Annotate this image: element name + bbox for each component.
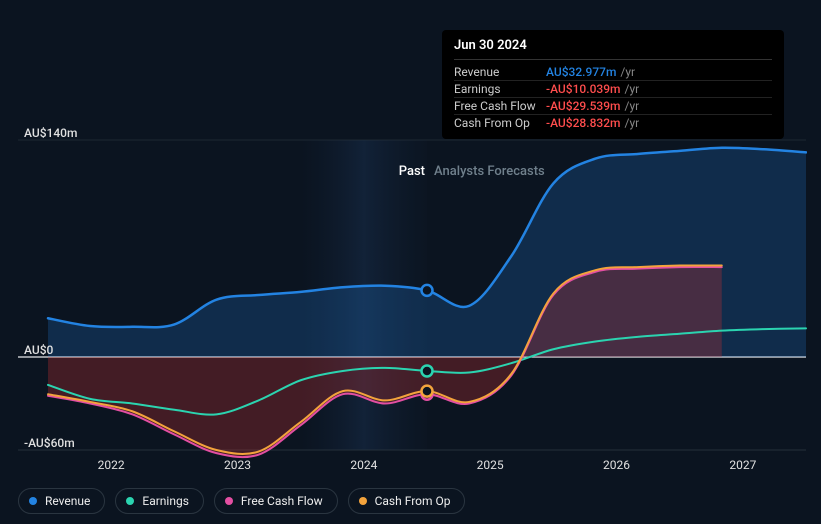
legend-item-revenue[interactable]: Revenue <box>18 488 105 514</box>
tooltip-row: RevenueAU$32.977m/yr <box>454 64 772 81</box>
legend-item-fcf[interactable]: Free Cash Flow <box>214 488 338 514</box>
x-axis-label: 2023 <box>224 458 251 472</box>
tooltip-row-label: Cash From Op <box>454 116 546 130</box>
tooltip-row: Cash From Op-AU$28.832m/yr <box>454 115 772 131</box>
tooltip-row: Free Cash Flow-AU$29.539m/yr <box>454 98 772 115</box>
legend-dot-icon <box>29 497 37 505</box>
legend-dot-icon <box>225 497 233 505</box>
tooltip-row-value: -AU$10.039m <box>546 82 621 96</box>
x-axis-label: 2027 <box>729 458 756 472</box>
x-axis-label: 2022 <box>98 458 125 472</box>
legend-item-label: Earnings <box>142 494 189 508</box>
legend-dot-icon <box>126 497 134 505</box>
y-axis-label: AU$140m <box>24 126 77 140</box>
tooltip-row-unit: /yr <box>625 82 640 96</box>
x-axis-label: 2025 <box>477 458 504 472</box>
y-axis-label: -AU$60m <box>24 436 75 450</box>
legend-item-cfo[interactable]: Cash From Op <box>348 488 466 514</box>
tooltip-row: Earnings-AU$10.039m/yr <box>454 81 772 98</box>
chart-legend: Revenue Earnings Free Cash Flow Cash From O… <box>18 488 465 514</box>
tooltip-row-value: -AU$28.832m <box>546 116 621 130</box>
legend-dot-icon <box>359 497 367 505</box>
legend-item-label: Free Cash Flow <box>241 494 323 508</box>
x-axis-label: 2026 <box>603 458 630 472</box>
financial-chart: Past Analysts Forecasts Jun 30 2024 Reve… <box>18 10 807 514</box>
tooltip-row-value: -AU$29.539m <box>546 99 621 113</box>
tooltip-row-unit: /yr <box>625 116 640 130</box>
tooltip-row-label: Earnings <box>454 82 546 96</box>
y-axis-label: AU$0 <box>24 343 53 357</box>
legend-item-label: Revenue <box>45 494 90 508</box>
forecast-label: Analysts Forecasts <box>434 164 545 179</box>
legend-item-label: Cash From Op <box>375 494 451 508</box>
tooltip-row-unit: /yr <box>625 99 640 113</box>
past-label: Past <box>399 164 425 179</box>
tooltip-row-label: Free Cash Flow <box>454 99 546 113</box>
tooltip-date: Jun 30 2024 <box>454 38 772 60</box>
x-axis-label: 2024 <box>350 458 377 472</box>
tooltip-row-unit: /yr <box>620 65 635 79</box>
tooltip-row-value: AU$32.977m <box>546 65 616 79</box>
chart-tooltip: Jun 30 2024 RevenueAU$32.977m/yrEarnings… <box>442 30 784 139</box>
legend-item-earnings[interactable]: Earnings <box>115 488 204 514</box>
tooltip-row-label: Revenue <box>454 65 546 79</box>
